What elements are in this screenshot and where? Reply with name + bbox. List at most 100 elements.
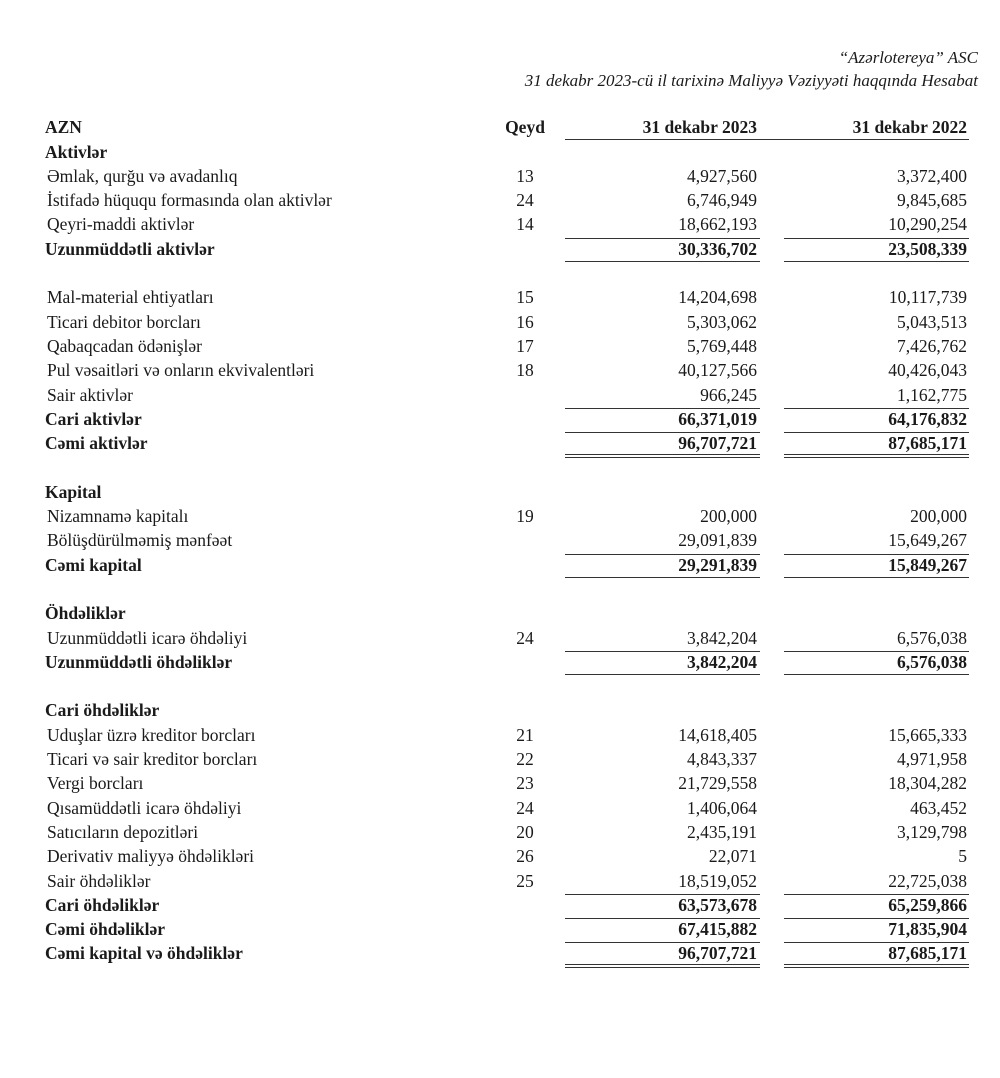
value-2023: 3,842,204 xyxy=(687,627,757,648)
row-label: Uzunmüddətli icarə öhdəliyi xyxy=(47,627,248,648)
value-2023: 5,769,448 xyxy=(687,335,757,356)
total-rule xyxy=(565,237,760,239)
total-rule xyxy=(565,432,760,434)
value-2023: 3,842,204 xyxy=(687,651,757,672)
double-underline xyxy=(565,454,760,459)
value-2023: 14,618,405 xyxy=(678,724,757,745)
table-row: Ticari debitor borcları 16 5,303,062 5,043,… xyxy=(0,310,1000,334)
total-row: Uzunmüddətli aktivlər 30,336,702 23,508,33… xyxy=(0,237,1000,261)
table-row: İstifadə hüququ formasında olan aktivlər… xyxy=(0,188,1000,212)
value-2022: 71,835,904 xyxy=(888,919,967,940)
row-label: Sair öhdəliklər xyxy=(47,870,151,891)
value-2023: 29,091,839 xyxy=(678,530,757,551)
row-note: 17 xyxy=(516,335,534,356)
row-label: Ticari debitor borcları xyxy=(47,311,201,332)
value-2023: 1,406,064 xyxy=(687,797,757,818)
value-2022: 4,971,958 xyxy=(897,749,967,769)
value-2022: 64,176,832 xyxy=(888,408,967,429)
section-heading: Kapital xyxy=(0,480,1000,504)
row-note: 14 xyxy=(516,214,534,235)
column-header-row: AZN Qeyd 31 dekabr 2023 31 dekabr 2022 xyxy=(0,115,1000,139)
report-subtitle: 31 dekabr 2023-cü il tarixinə Maliyyə Və… xyxy=(524,71,978,90)
value-2022: 5 xyxy=(958,846,967,867)
row-label: Qabaqcadan ödənişlər xyxy=(47,335,202,356)
total-rule xyxy=(784,576,969,578)
value-2022: 9,845,685 xyxy=(897,190,967,211)
row-label: Ticari və sair kreditor borcları xyxy=(47,749,258,769)
value-2022: 1,162,775 xyxy=(897,384,967,405)
total-rule xyxy=(565,576,760,578)
total-rule xyxy=(565,407,760,409)
row-label: Cari öhdəliklər xyxy=(45,700,160,721)
total-rule xyxy=(565,918,760,920)
value-2023: 2,435,191 xyxy=(687,821,757,842)
company-name: “Azərlotereya” ASC xyxy=(838,48,978,67)
total-row: Cəmi kapital və öhdəliklər 96,707,721 87,6… xyxy=(0,941,1000,965)
value-2022: 15,665,333 xyxy=(888,724,967,745)
row-note: 24 xyxy=(516,627,534,648)
value-2022: 40,426,043 xyxy=(888,360,967,381)
value-2023: 67,415,882 xyxy=(678,919,757,940)
row-label: Qeyri-maddi aktivlər xyxy=(47,214,195,235)
table-row: Nizamnamə kapitalı 19 200,000 200,000 xyxy=(0,504,1000,528)
table-row: Qabaqcadan ödənişlər 17 5,769,448 7,426,762 xyxy=(0,334,1000,358)
value-2023: 21,729,558 xyxy=(678,773,757,794)
table-row: Qısamüddətli icarə öhdəliyi 24 1,406,064 46… xyxy=(0,796,1000,820)
table-row: Ticari və sair kreditor borcları 22 4,843,… xyxy=(0,747,1000,771)
table-row: Sair aktivlər 966,245 1,162,775 xyxy=(0,383,1000,407)
value-2023: 18,519,052 xyxy=(678,870,757,891)
total-rule xyxy=(784,650,969,652)
double-underline xyxy=(784,964,969,969)
value-2022: 3,129,798 xyxy=(897,821,967,842)
value-2023: 30,336,702 xyxy=(678,238,757,259)
total-rule xyxy=(784,407,969,409)
value-2022: 18,304,282 xyxy=(888,773,967,794)
row-label: Uduşlar üzrə kreditor borcları xyxy=(47,724,256,745)
row-label: Cəmi kapital xyxy=(45,554,142,575)
total-rule xyxy=(784,260,969,262)
total-rule xyxy=(784,893,969,895)
row-note: 20 xyxy=(516,821,534,842)
total-row: Cəmi öhdəliklər 67,415,882 71,835,904 xyxy=(0,917,1000,941)
section-heading: Aktivlər xyxy=(0,140,1000,164)
total-rule xyxy=(784,432,969,434)
row-label: Mal-material ehtiyatları xyxy=(47,287,214,308)
row-note: 18 xyxy=(516,360,534,381)
currency-label: AZN xyxy=(45,117,82,137)
total-rule xyxy=(784,553,969,555)
total-rule xyxy=(565,650,760,652)
double-underline xyxy=(565,964,760,969)
table-row: Derivativ maliyyə öhdəlikləri 26 22,071 5 xyxy=(0,844,1000,868)
row-label: Satıcıların depozitləri xyxy=(47,821,199,842)
value-2022: 6,576,038 xyxy=(897,651,967,672)
value-2023: 66,371,019 xyxy=(678,408,757,429)
value-2023: 200,000 xyxy=(700,506,757,526)
total-row: Uzunmüddətli öhdəliklər 3,842,204 6,576,03… xyxy=(0,650,1000,674)
value-2023: 14,204,698 xyxy=(678,287,757,308)
total-rule xyxy=(565,942,760,944)
row-label: Cari aktivlər xyxy=(45,408,142,429)
header-underline xyxy=(565,139,969,140)
value-2023: 40,127,566 xyxy=(678,360,757,381)
note-column-header: Qeyd xyxy=(505,117,545,137)
table-row: Uzunmüddətli icarə öhdəliyi 24 3,842,204 6,… xyxy=(0,626,1000,650)
total-row: Cari öhdəliklər 63,573,678 65,259,866 xyxy=(0,893,1000,917)
value-2023: 63,573,678 xyxy=(678,894,757,915)
row-note: 24 xyxy=(516,797,534,818)
row-note: 24 xyxy=(516,190,534,211)
row-label: Cəmi aktivlər xyxy=(45,433,148,454)
total-rule xyxy=(565,893,760,895)
value-2022: 3,372,400 xyxy=(897,165,967,186)
row-label: Aktivlər xyxy=(45,141,108,162)
table-row: Bölüşdürülməmiş mənfəət 29,091,839 15,649,… xyxy=(0,528,1000,552)
row-label: Nizamnamə kapitalı xyxy=(47,506,189,526)
row-label: Cəmi öhdəliklər xyxy=(45,919,166,940)
table-row: Qeyri-maddi aktivlər 14 18,662,193 10,290,2… xyxy=(0,212,1000,236)
table-row: Əmlak, qurğu və avadanlıq 13 4,927,560 3,37… xyxy=(0,164,1000,188)
row-note: 21 xyxy=(516,724,534,745)
value-2023: 18,662,193 xyxy=(678,214,757,235)
value-2023: 22,071 xyxy=(708,846,757,867)
total-rule xyxy=(565,673,760,675)
row-label: Derivativ maliyyə öhdəlikləri xyxy=(47,846,255,867)
row-label: Vergi borcları xyxy=(47,773,144,794)
